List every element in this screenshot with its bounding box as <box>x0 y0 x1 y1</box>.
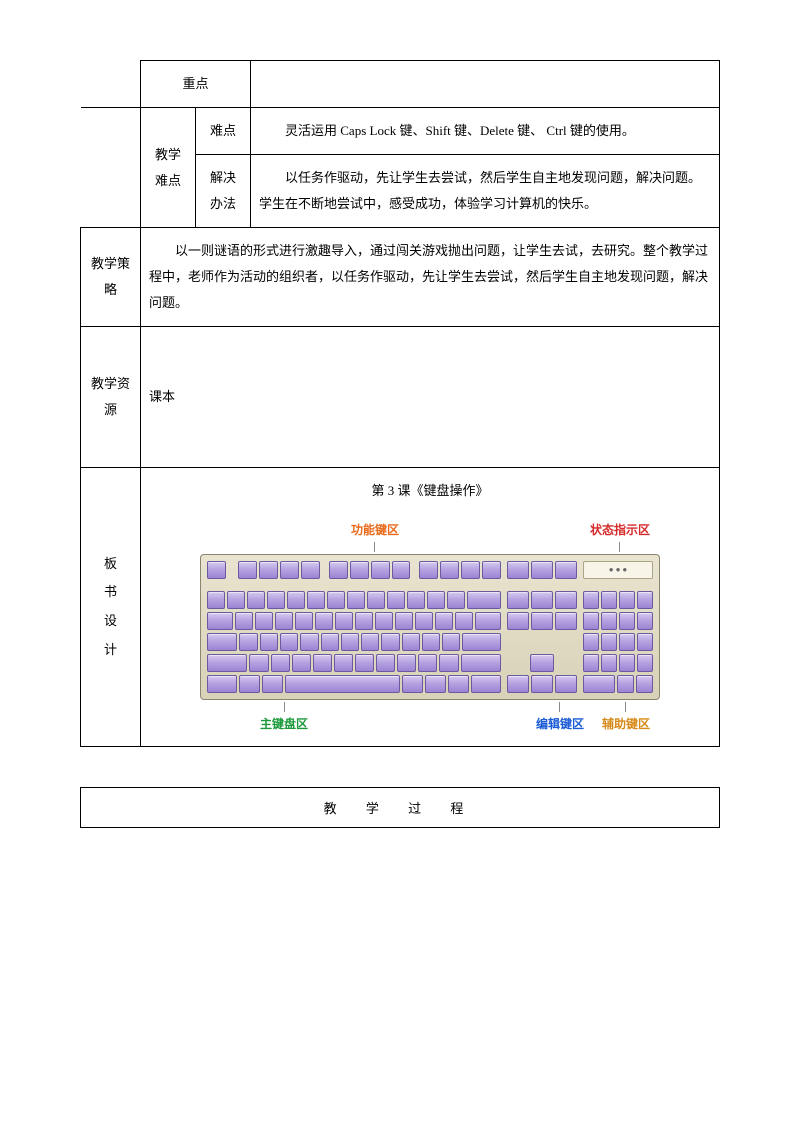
solve-label: 解决办法 <box>196 155 251 228</box>
hard-label: 难点 <box>196 108 251 155</box>
resource-label: 教学资源 <box>81 327 141 468</box>
kb-edit-area <box>507 561 577 693</box>
kb-bottom-labels: 主键盘区 编辑键区 辅助键区 <box>200 702 660 736</box>
board-title: 第 3 课《键盘操作》 <box>149 478 711 504</box>
difficulty-side-label: 教学难点 <box>141 108 196 228</box>
strategy-content: 以一则谜语的形式进行激趣导入，通过闯关游戏抛出问题，让学生去试，去研究。整个教学… <box>141 228 720 327</box>
kb-numpad-area: ● ● ● <box>583 561 653 693</box>
resource-content: 课本 <box>141 327 720 468</box>
board-label: 板书设计 <box>81 468 141 747</box>
blank-left-cell <box>81 61 141 108</box>
blank-left-cell-2 <box>81 108 141 228</box>
solve-content: 以任务作驱动，先让学生去尝试，然后学生自主地发现问题，解决问题。学生在不断地尝试… <box>251 155 720 228</box>
lesson-plan-table: 重点 教学难点 难点 灵活运用 Caps Lock 键、Shift 键、Dele… <box>80 60 720 747</box>
kb-top-labels: 功能键区 状态指示区 <box>200 518 660 552</box>
footer-table: 教 学 过 程 <box>80 787 720 828</box>
label-function: 功能键区 <box>351 523 399 537</box>
hard-content: 灵活运用 Caps Lock 键、Shift 键、Delete 键、 Ctrl … <box>251 108 720 155</box>
keyboard-diagram: ● ● ● <box>200 554 660 700</box>
label-edit: 编辑键区 <box>536 717 584 731</box>
label-main: 主键盘区 <box>260 717 308 731</box>
focus-content <box>251 61 720 108</box>
board-content: 第 3 课《键盘操作》 功能键区 状态指示区 <box>141 468 720 747</box>
label-aux: 辅助键区 <box>602 717 650 731</box>
focus-label: 重点 <box>141 61 251 108</box>
kb-main-area <box>207 561 501 693</box>
status-panel: ● ● ● <box>583 561 653 579</box>
footer-title: 教 学 过 程 <box>81 788 720 828</box>
label-status: 状态指示区 <box>590 523 650 537</box>
strategy-label: 教学策略 <box>81 228 141 327</box>
